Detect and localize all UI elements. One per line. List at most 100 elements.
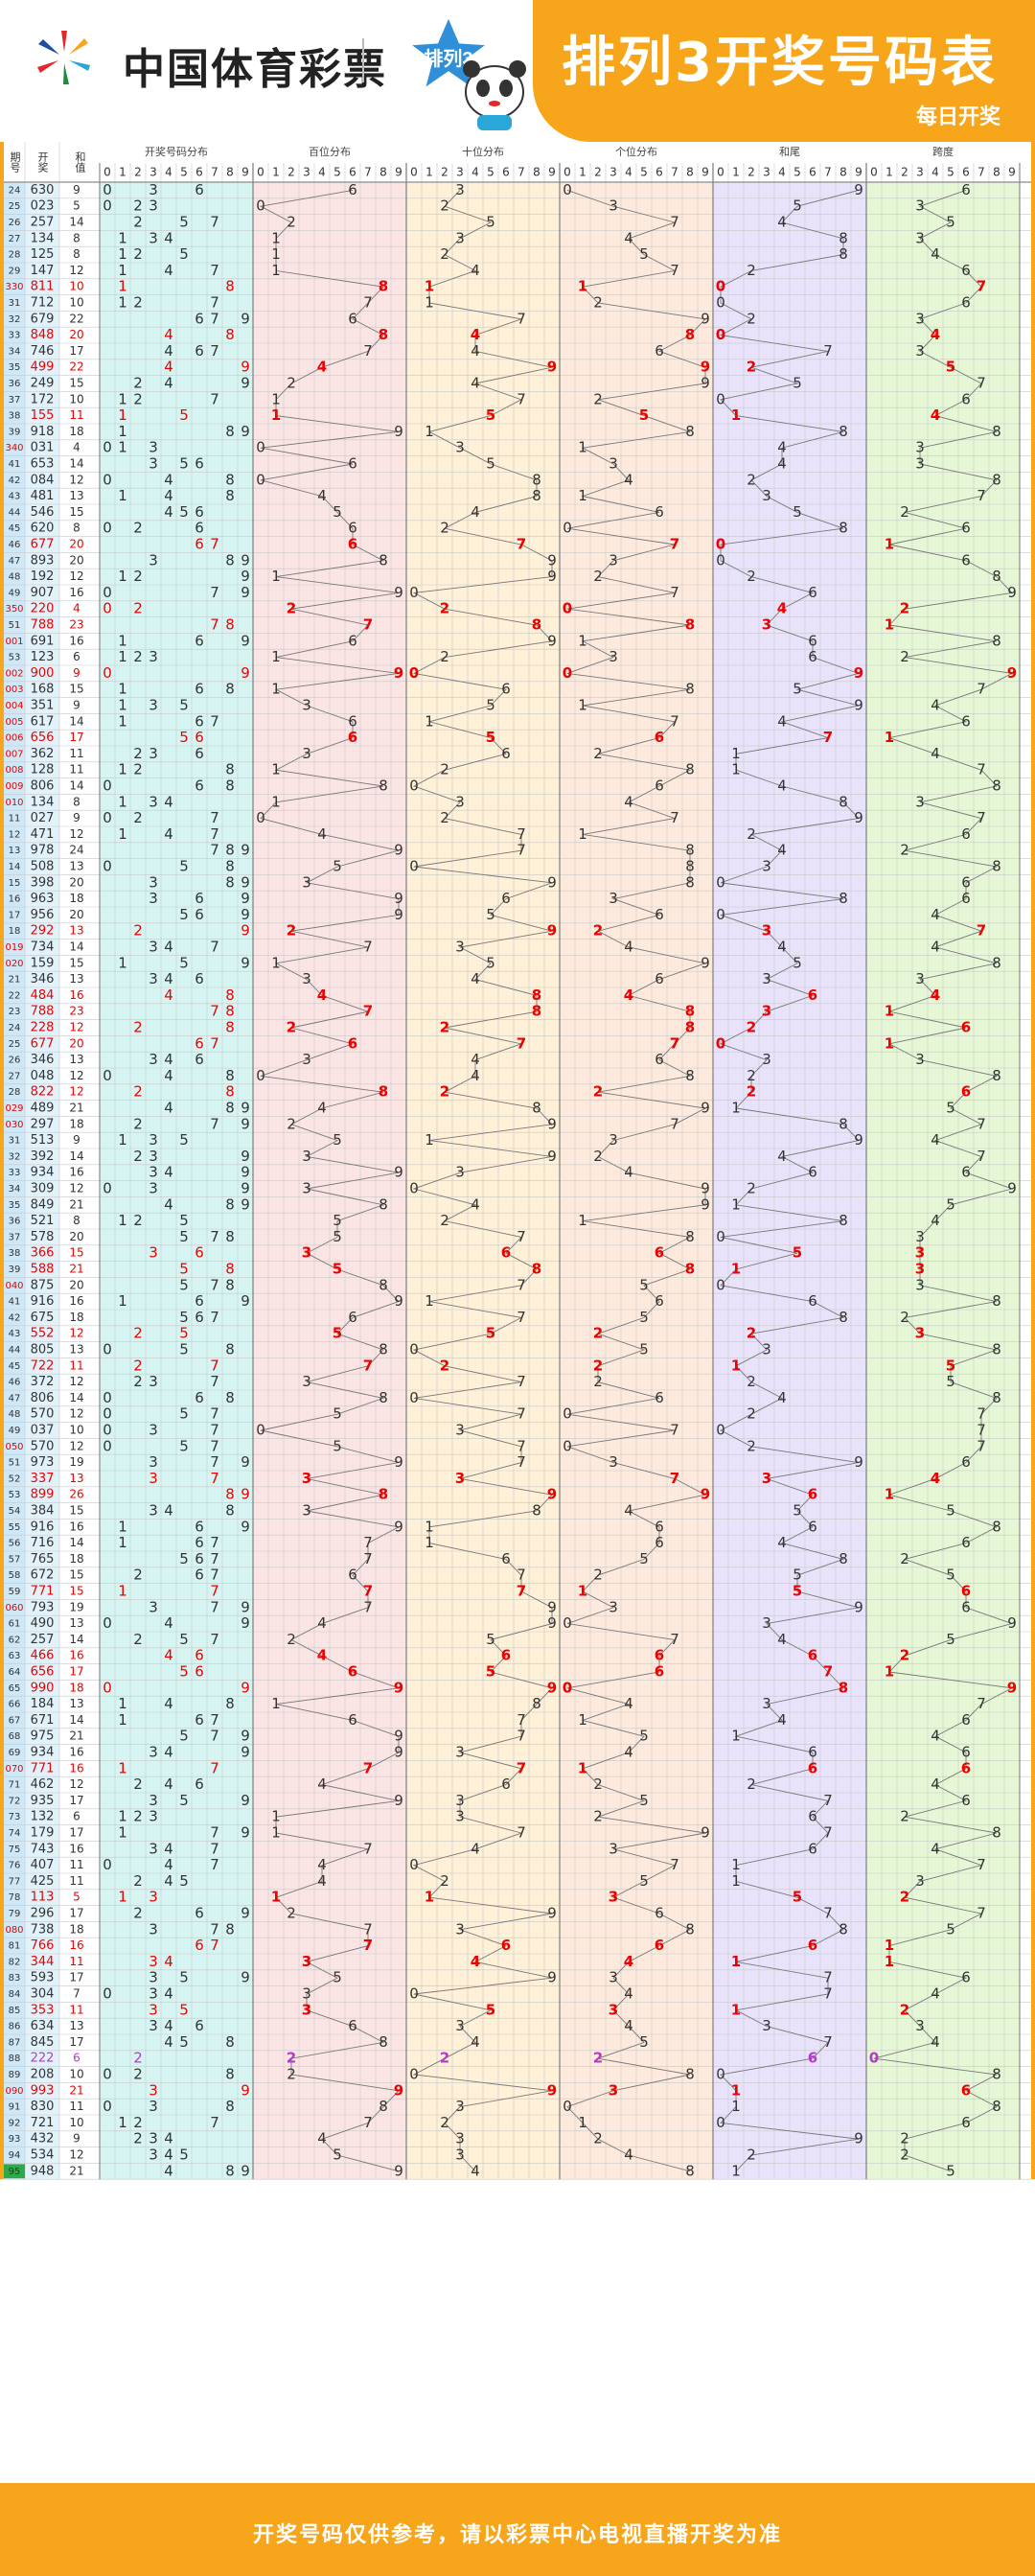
trend-mark: 0 xyxy=(409,858,419,875)
trend-mark: 0 xyxy=(716,278,725,295)
trend-line xyxy=(259,189,401,2172)
trend-mark: 7 xyxy=(977,809,986,826)
trend-mark: 8 xyxy=(992,1389,1001,1406)
trend-mark: 5 xyxy=(946,1920,955,1938)
trend-mark: 2 xyxy=(747,568,756,585)
trend-mark: 6 xyxy=(961,181,971,198)
distribution-mark: 0 xyxy=(103,181,112,198)
distribution-mark: 5 xyxy=(179,729,189,746)
sum-value: 13 xyxy=(69,1053,83,1066)
trend-mark: 2 xyxy=(747,1180,756,1197)
trend-mark: 7 xyxy=(670,809,679,826)
distribution-mark: 9 xyxy=(241,2162,250,2179)
distribution-mark: 8 xyxy=(225,1100,235,1117)
distribution-mark: 9 xyxy=(241,1905,250,1922)
distribution-mark: 1 xyxy=(118,245,127,263)
trend-mark: 4 xyxy=(931,1728,940,1745)
header-sum: 和值 xyxy=(74,151,86,174)
trend-mark: 2 xyxy=(440,648,449,665)
trend-mark: 8 xyxy=(532,986,541,1004)
distribution-mark: 6 xyxy=(195,181,204,198)
trend-mark: 1 xyxy=(271,1808,281,1825)
distribution-mark: 2 xyxy=(133,1019,143,1036)
distribution-mark: 9 xyxy=(241,1728,250,1745)
trend-mark: 1 xyxy=(271,761,281,778)
trend-mark: 9 xyxy=(854,809,863,826)
distribution-mark: 2 xyxy=(133,1905,143,1922)
issue-number: 029 xyxy=(5,1103,23,1114)
draw-number: 620 xyxy=(31,522,55,536)
distribution-mark: 3 xyxy=(149,745,158,762)
distribution-mark: 4 xyxy=(164,359,173,376)
sum-value: 21 xyxy=(69,1102,83,1115)
distribution-mark: 8 xyxy=(225,1486,235,1503)
distribution-mark: 2 xyxy=(133,568,143,585)
sum-value: 9 xyxy=(73,666,80,680)
trend-mark: 7 xyxy=(977,1905,986,1922)
trend-mark: 3 xyxy=(455,939,465,956)
grid xyxy=(4,142,1031,2180)
header-digit: 1 xyxy=(886,166,893,179)
issue-number: 46 xyxy=(9,1378,21,1388)
distribution-mark: 1 xyxy=(118,262,127,279)
draw-number: 508 xyxy=(31,860,55,874)
trend-mark: 2 xyxy=(747,471,756,488)
trend-mark: 1 xyxy=(885,1663,894,1681)
trend-mark: 7 xyxy=(823,1824,833,1842)
distribution-mark: 1 xyxy=(118,1292,127,1310)
draw-number: 900 xyxy=(31,666,55,681)
distribution-mark: 4 xyxy=(164,471,173,488)
trend-mark: 4 xyxy=(777,712,787,730)
sum-value: 18 xyxy=(69,892,83,905)
trend-mark: 3 xyxy=(302,2001,311,2018)
trend-mark: 4 xyxy=(777,1389,787,1406)
trend-mark: 7 xyxy=(823,1985,833,2003)
distribution-mark: 2 xyxy=(133,2114,143,2131)
header-digit: 8 xyxy=(380,166,387,179)
sum-value: 9 xyxy=(73,183,80,197)
distribution-mark: 3 xyxy=(149,197,158,215)
trend-mark: 6 xyxy=(655,1389,664,1406)
sum-value: 9 xyxy=(73,699,80,712)
distribution-mark: 3 xyxy=(149,1244,158,1262)
trend-mark: 1 xyxy=(271,1889,281,1906)
distribution-mark: 2 xyxy=(133,1373,143,1390)
sum-value: 23 xyxy=(69,1005,83,1018)
issue-number: 62 xyxy=(9,1635,21,1645)
draw-number: 771 xyxy=(31,1585,55,1599)
draw-number: 721 xyxy=(31,2116,55,2130)
trend-mark: 4 xyxy=(471,326,480,343)
trend-mark: 6 xyxy=(961,873,971,891)
trend-mark: 5 xyxy=(946,1100,955,1117)
header-digit: 7 xyxy=(978,166,985,179)
distribution-mark: 0 xyxy=(103,600,112,617)
distribution-mark: 6 xyxy=(195,1244,204,1262)
sum-value: 10 xyxy=(69,1424,83,1437)
trend-mark: 6 xyxy=(808,1808,817,1825)
distribution-mark: 2 xyxy=(133,1872,143,1890)
trend-mark: 8 xyxy=(532,1100,541,1117)
trend-mark: 5 xyxy=(793,197,802,215)
sum-value: 15 xyxy=(69,1246,83,1260)
distribution-mark: 2 xyxy=(133,1775,143,1793)
trend-mark: 7 xyxy=(670,1470,679,1487)
trend-mark: 4 xyxy=(777,842,787,859)
trend-mark: 6 xyxy=(961,1598,971,1615)
trend-mark: 2 xyxy=(593,1808,603,1825)
distribution-mark: 0 xyxy=(103,1067,112,1084)
draw-number: 292 xyxy=(31,924,55,939)
trend-mark: 1 xyxy=(731,2081,741,2099)
trend-mark: 1 xyxy=(425,1131,434,1149)
trend-mark: 1 xyxy=(885,1486,894,1503)
issue-number: 32 xyxy=(9,1151,21,1162)
trend-mark: 1 xyxy=(885,1937,894,1954)
logo-divider xyxy=(362,38,364,82)
distribution-mark: 6 xyxy=(195,2017,204,2034)
trend-mark: 4 xyxy=(931,906,940,923)
trend-mark: 9 xyxy=(1007,664,1017,682)
trend-mark: 0 xyxy=(256,439,265,456)
trend-mark: 4 xyxy=(471,970,480,987)
distribution-mark: 1 xyxy=(118,1889,127,1906)
trend-mark: 5 xyxy=(946,2162,955,2179)
draw-number: 899 xyxy=(31,1488,55,1502)
